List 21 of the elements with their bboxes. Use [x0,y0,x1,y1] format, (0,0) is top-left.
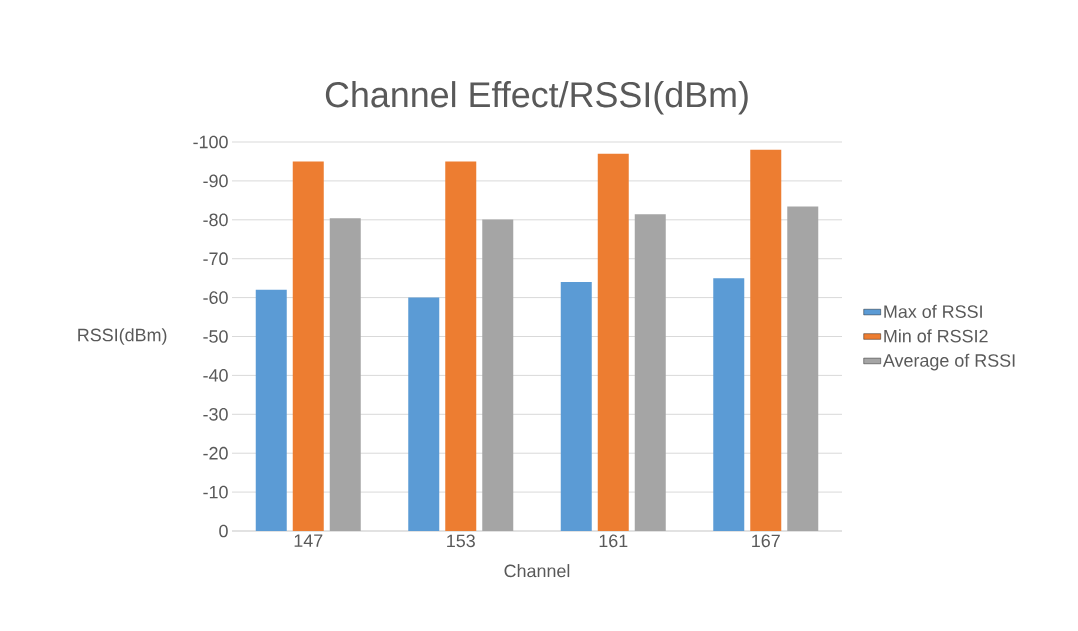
y-tick-label: -100 [193,135,228,149]
chart-title: Channel Effect/RSSI(dBm) [325,81,748,115]
y-tick-label: -50 [203,330,228,343]
x-axis-title: Channel [504,564,570,578]
legend-label: Max of RSSI [884,304,982,318]
y-tick-label: -40 [203,369,228,382]
legend-label: Average of RSSI [882,353,1015,371]
y-tick-label: -20 [203,446,228,460]
y-tick-label: -90 [203,174,228,188]
x-tick-label: 167 [752,534,780,548]
x-tick-label: 161 [599,534,628,548]
x-tick-label: 147 [294,534,323,547]
y-axis-title: RSSI(dBm) [78,328,167,345]
y-tick-label: -10 [203,485,228,499]
y-tick-label: -70 [203,252,228,266]
y-tick-label: -30 [203,407,228,421]
y-tick-label: 0 [219,524,228,538]
y-tick-label: -80 [203,213,228,227]
legend-label: Min of RSSI2 [884,329,988,343]
x-tick-label: 153 [447,534,475,548]
y-tick-label: -60 [203,291,228,304]
